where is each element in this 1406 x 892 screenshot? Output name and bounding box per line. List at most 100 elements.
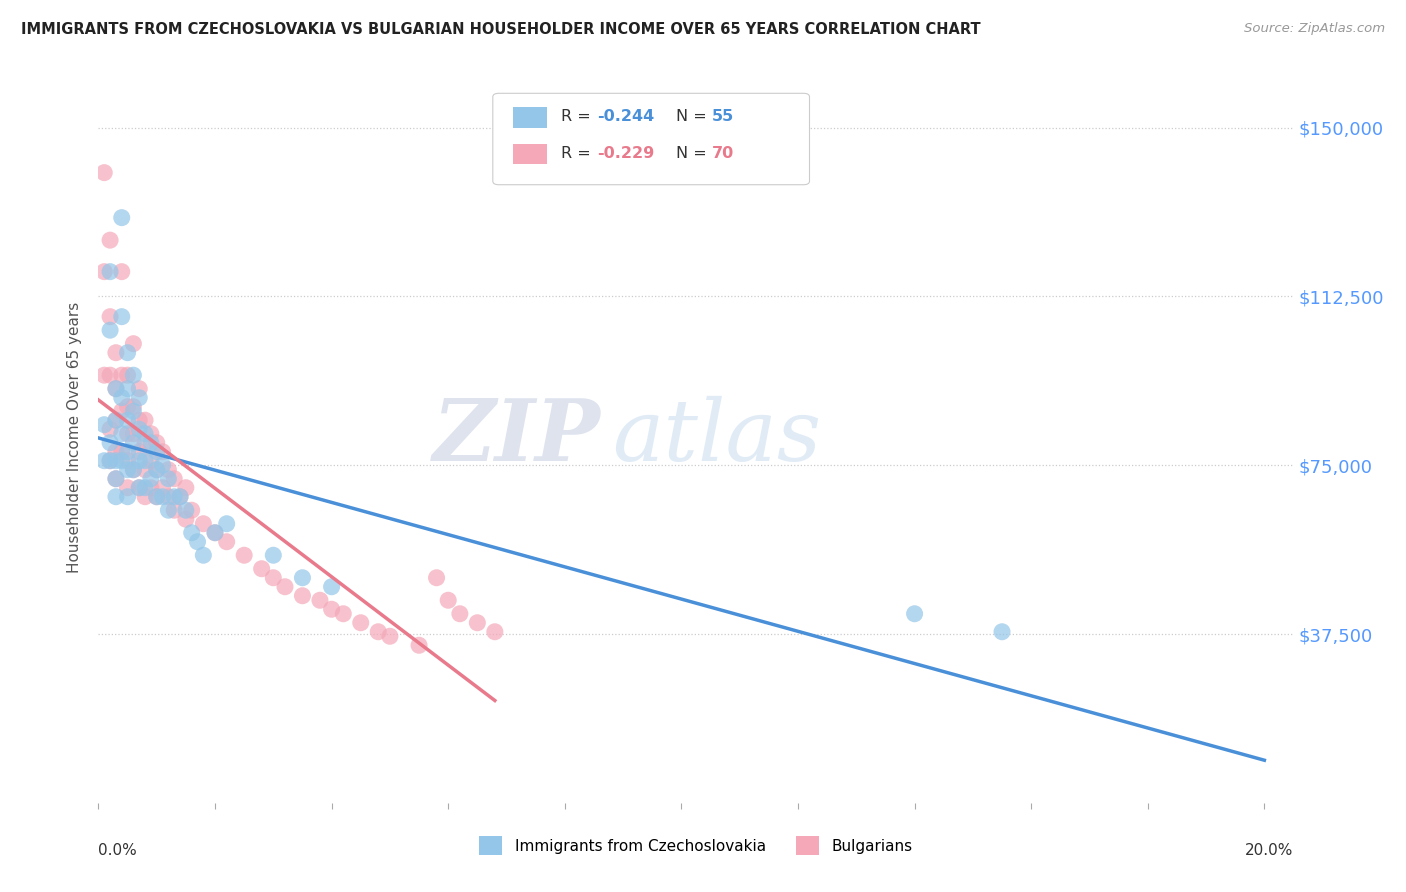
Point — [117, 400, 139, 414]
Point — [274, 580, 297, 594]
Point — [134, 481, 156, 495]
Point — [139, 435, 162, 450]
Point — [367, 624, 389, 639]
Point — [145, 444, 167, 458]
Point — [98, 422, 121, 436]
Point — [111, 368, 134, 383]
Point — [157, 472, 180, 486]
Point — [128, 413, 150, 427]
Point — [152, 490, 174, 504]
Point — [134, 453, 156, 467]
Point — [93, 368, 115, 383]
Text: 55: 55 — [711, 109, 734, 124]
Point — [174, 481, 197, 495]
Text: 70: 70 — [711, 145, 734, 161]
Point — [309, 593, 332, 607]
Point — [122, 336, 145, 351]
Point — [350, 615, 373, 630]
Point — [163, 503, 186, 517]
Point — [425, 571, 447, 585]
Point — [111, 211, 134, 225]
Point — [104, 472, 127, 486]
Point — [152, 481, 174, 495]
Point — [104, 413, 127, 427]
Point — [215, 516, 238, 531]
Point — [117, 463, 139, 477]
Point — [139, 426, 162, 441]
Point — [98, 453, 121, 467]
Point — [98, 435, 121, 450]
Point — [122, 426, 145, 441]
Point — [111, 265, 134, 279]
Text: -0.229: -0.229 — [596, 145, 654, 161]
Point — [117, 453, 139, 467]
Point — [169, 490, 191, 504]
Point — [128, 382, 150, 396]
Point — [437, 593, 460, 607]
Point — [104, 382, 127, 396]
Point — [104, 382, 127, 396]
Point — [262, 571, 284, 585]
Point — [122, 435, 145, 450]
Point — [321, 580, 343, 594]
Text: N =: N = — [676, 109, 711, 124]
Point — [117, 426, 139, 441]
Point — [186, 534, 208, 549]
Point — [104, 444, 127, 458]
Point — [104, 345, 127, 359]
Point — [157, 463, 180, 477]
Point — [117, 413, 139, 427]
Point — [134, 490, 156, 504]
Point — [262, 548, 284, 562]
Point — [174, 503, 197, 517]
Point — [145, 490, 167, 504]
Point — [169, 490, 191, 504]
Point — [117, 444, 139, 458]
Text: -0.244: -0.244 — [596, 109, 654, 124]
Point — [193, 548, 215, 562]
Point — [117, 481, 139, 495]
Point — [134, 435, 156, 450]
Point — [122, 368, 145, 383]
Point — [93, 265, 115, 279]
Point — [152, 444, 174, 458]
Point — [484, 624, 506, 639]
Point — [111, 404, 134, 418]
Point — [122, 404, 145, 418]
Point — [111, 453, 134, 467]
Point — [204, 525, 226, 540]
Point — [139, 453, 162, 467]
Text: 20.0%: 20.0% — [1246, 843, 1294, 858]
Text: N =: N = — [676, 145, 711, 161]
FancyBboxPatch shape — [513, 144, 547, 164]
Point — [139, 472, 162, 486]
Point — [449, 607, 471, 621]
Point — [128, 481, 150, 495]
Point — [134, 426, 156, 441]
Point — [174, 512, 197, 526]
FancyBboxPatch shape — [494, 94, 810, 185]
Point — [93, 453, 115, 467]
FancyBboxPatch shape — [513, 107, 547, 128]
Text: ZIP: ZIP — [433, 395, 600, 479]
Point — [111, 426, 134, 441]
Point — [98, 310, 121, 324]
Point — [378, 629, 401, 643]
Y-axis label: Householder Income Over 65 years: Householder Income Over 65 years — [67, 301, 83, 573]
Point — [128, 481, 150, 495]
Text: R =: R = — [561, 145, 596, 161]
Point — [111, 444, 134, 458]
Text: IMMIGRANTS FROM CZECHOSLOVAKIA VS BULGARIAN HOUSEHOLDER INCOME OVER 65 YEARS COR: IMMIGRANTS FROM CZECHOSLOVAKIA VS BULGAR… — [21, 22, 981, 37]
Point — [991, 624, 1014, 639]
Point — [98, 453, 121, 467]
Point — [180, 503, 202, 517]
Point — [139, 481, 162, 495]
Point — [233, 548, 256, 562]
Point — [145, 463, 167, 477]
Point — [204, 525, 226, 540]
Text: R =: R = — [561, 109, 596, 124]
Point — [321, 602, 343, 616]
Point — [93, 166, 115, 180]
Point — [157, 490, 180, 504]
Point — [467, 615, 489, 630]
